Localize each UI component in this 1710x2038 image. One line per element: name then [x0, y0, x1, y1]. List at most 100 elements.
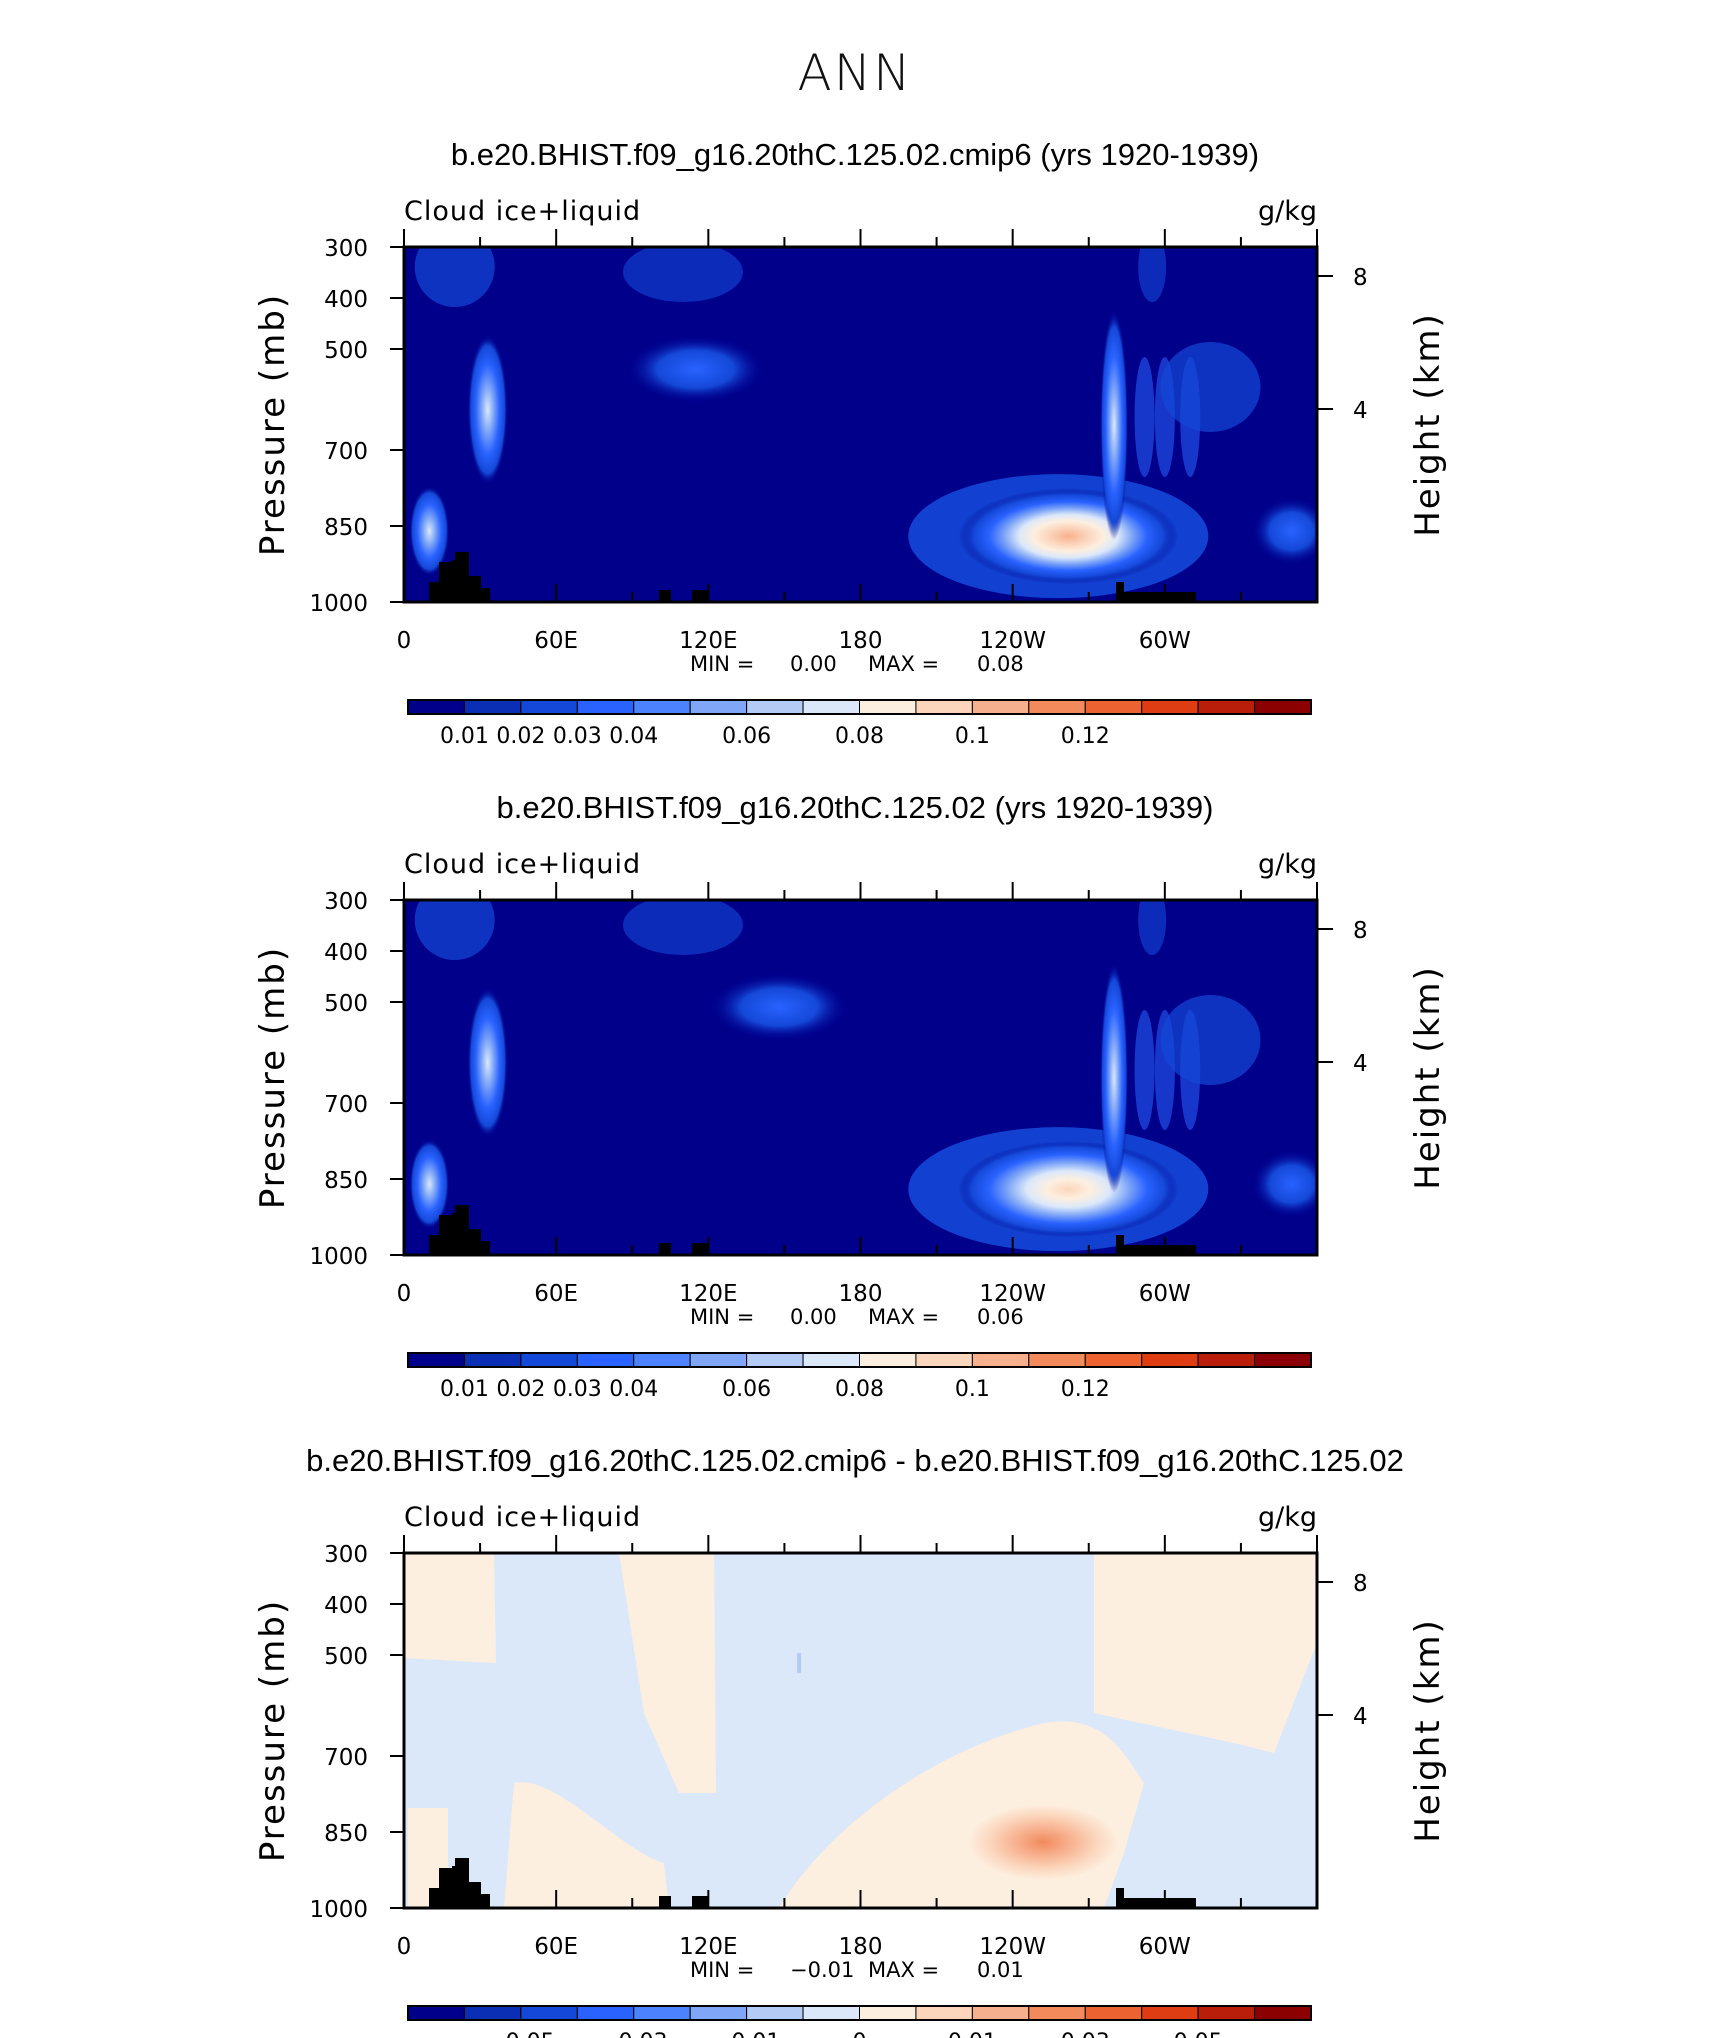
colorbar-swatch: [463, 1352, 522, 1368]
max-label: MAX =: [868, 652, 939, 676]
contour-column: [467, 987, 508, 1138]
colorbar-swatch: [633, 1352, 691, 1368]
contour-positive-max: [968, 1804, 1119, 1881]
topography-bar: [659, 1243, 671, 1255]
ylabel-left: Pressure (mb): [253, 946, 293, 1209]
colorbar-label: 0: [853, 2030, 867, 2038]
lon-tick-label: 120E: [679, 628, 737, 654]
variable-label: Cloud ice+liquid: [404, 1502, 641, 1533]
pressure-tick-label: 1000: [309, 591, 368, 617]
contour-blob: [625, 335, 766, 404]
height-tick-label: 8: [1353, 265, 1368, 291]
colorbar-swatch: [520, 699, 578, 715]
colorbar-swatch: [1028, 699, 1086, 715]
lon-tick-label: 120E: [679, 1934, 737, 1960]
colorbar-swatch: [520, 2005, 578, 2021]
pressure-tick-label: 700: [324, 1092, 368, 1118]
colorbar-swatch: [802, 699, 860, 715]
colorbar-swatch: [971, 2005, 1030, 2021]
panel-title: b.e20.BHIST.f09_g16.20thC.125.02 (yrs 19…: [497, 790, 1214, 825]
colorbar-swatch: [1084, 2005, 1143, 2021]
pressure-tick-label: 850: [324, 515, 368, 541]
topography-bar: [1120, 592, 1196, 602]
colorbar-label: 0.08: [835, 1377, 884, 1402]
topography-bar: [455, 552, 469, 602]
contour-positive: [504, 1782, 669, 1908]
colorbar-label: 0.02: [496, 724, 545, 749]
topography-bar: [659, 1896, 671, 1908]
colorbar-swatch: [859, 1352, 917, 1368]
pressure-tick-label: 1000: [309, 1244, 368, 1270]
panel-3: 300 400 500 700 850 1000 8 4 0 60E 120E 180 120W 60W P…: [253, 1443, 1448, 2038]
topography-bar: [692, 590, 708, 602]
colorbar-swatch: [915, 1352, 973, 1368]
colorbar-label: 0.03: [553, 1377, 602, 1402]
colorbar-swatch: [1028, 2005, 1086, 2021]
pressure-tick-label: 500: [324, 338, 368, 364]
colorbar-label: 0.12: [1061, 1377, 1110, 1402]
lon-tick-label: 60W: [1139, 628, 1191, 654]
min-label: MIN =: [690, 1958, 754, 1982]
colorbar-swatch: [407, 699, 465, 715]
contour-fringe: [414, 247, 495, 307]
colorbar-swatch: [1197, 1352, 1256, 1368]
contour-peak: [958, 1141, 1179, 1238]
colorbar-swatch: [746, 1352, 804, 1368]
topography-bar: [692, 1896, 708, 1908]
topography-bar: [455, 1858, 469, 1908]
contour-fringe: [1138, 247, 1167, 302]
lon-tick-label: 0: [397, 1934, 412, 1960]
contour-fringe: [1138, 900, 1167, 955]
colorbar-label: −0.03: [600, 2030, 667, 2038]
colorbar-swatch: [802, 2005, 860, 2021]
lon-tick-label: 60E: [534, 1281, 578, 1307]
topography-bar: [1120, 1245, 1196, 1255]
field-contours: [409, 247, 1317, 599]
colorbar-swatch: [1141, 1352, 1199, 1368]
colorbar-swatch: [407, 1352, 465, 1368]
contour-peak: [958, 488, 1179, 585]
colorbar-swatch: [746, 2005, 804, 2021]
pressure-tick-label: 700: [324, 439, 368, 465]
colorbar-label: 0.01: [948, 2030, 997, 2038]
colorbar-swatch: [1141, 699, 1199, 715]
contour-fringe: [622, 247, 743, 302]
field-contours: [404, 1553, 1317, 1908]
contour-positive: [619, 1553, 716, 1793]
min-value: 0.00: [790, 652, 837, 676]
colorbar-swatch: [915, 699, 973, 715]
colorbar-label: 0.06: [722, 724, 771, 749]
colorbar-swatch: [1197, 699, 1256, 715]
colorbar-swatch: [576, 699, 635, 715]
contour-fringe: [414, 900, 495, 960]
colorbar-frame: [407, 2005, 1312, 2021]
units-label: g/kg: [1258, 849, 1317, 880]
panel-1: 300 400 500 700 850 1000 8 4 0 60E 120E 180 120W 60W P…: [253, 137, 1448, 749]
colorbar-swatch: [689, 1352, 748, 1368]
pressure-tick-label: 500: [324, 1644, 368, 1670]
height-tick-label: 4: [1353, 398, 1368, 424]
lon-tick-label: 120W: [979, 628, 1046, 654]
max-value: 0.06: [977, 1305, 1024, 1329]
contour-column: [1100, 309, 1129, 540]
contour-fringe: [622, 900, 743, 955]
colorbar-label: 0.03: [553, 724, 602, 749]
pressure-tick-label: 850: [324, 1821, 368, 1847]
colorbar-swatch: [689, 2005, 748, 2021]
lon-tick-label: 120E: [679, 1281, 737, 1307]
lon-tick-label: 60E: [534, 1934, 578, 1960]
pressure-tick-label: 700: [324, 1745, 368, 1771]
colorbar-swatch: [407, 2005, 465, 2021]
contour-blob: [1160, 342, 1261, 432]
contour-positive: [1094, 1553, 1317, 1753]
ylabel-left: Pressure (mb): [253, 1599, 293, 1862]
pressure-tick-label: 400: [324, 1593, 368, 1619]
colorbar-label: 0.02: [496, 1377, 545, 1402]
panel-title: b.e20.BHIST.f09_g16.20thC.125.02.cmip6 -…: [306, 1443, 1404, 1478]
min-value: −0.01: [790, 1958, 854, 1982]
variable-label: Cloud ice+liquid: [404, 849, 641, 880]
contour-column: [409, 1139, 450, 1230]
contour-blob: [1251, 497, 1317, 566]
colorbar-label: −0.01: [713, 2030, 780, 2038]
